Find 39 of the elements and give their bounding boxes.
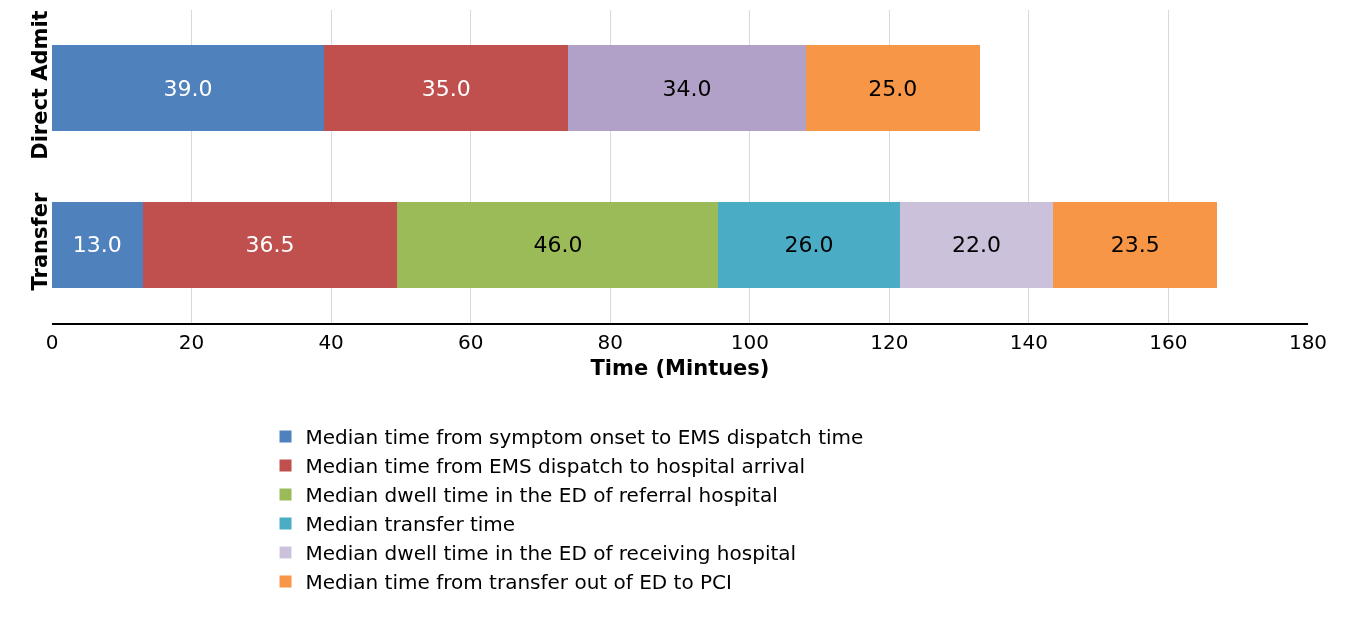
legend-label: Median time from EMS dispatch to hospital arrival <box>305 454 806 479</box>
x-tick-label: 0 <box>45 329 59 354</box>
data-label: 13.0 <box>72 232 122 258</box>
bar <box>568 45 806 132</box>
x-tick-label: 120 <box>870 329 909 354</box>
y-tick-label: Direct Admit <box>27 10 52 160</box>
bar <box>899 201 1054 288</box>
data-label: 22.0 <box>952 232 1002 258</box>
data-label: 26.0 <box>784 232 834 258</box>
x-tick-label: 20 <box>178 329 205 354</box>
bar <box>718 201 900 288</box>
bar <box>324 45 569 132</box>
x-axis-title: Time (Mintues) <box>590 356 770 381</box>
x-tick-label: 180 <box>1288 329 1328 354</box>
bar <box>52 201 143 288</box>
x-tick-label: 140 <box>1009 329 1048 354</box>
data-label: 39.0 <box>163 75 213 101</box>
x-tick-label: 100 <box>730 329 769 354</box>
data-label: 46.0 <box>533 232 583 258</box>
x-tick-label: 80 <box>597 329 623 354</box>
data-label: 34.0 <box>662 75 712 101</box>
bar <box>1053 201 1218 288</box>
bar <box>397 201 719 288</box>
y-tick-label: Transfer <box>27 192 52 291</box>
data-label: 25.0 <box>868 75 918 101</box>
legend-label: Median dwell time in the ED of referral hospital <box>305 483 778 508</box>
legend-label: Median time from transfer out of ED to PCI <box>305 570 732 595</box>
bar <box>52 45 325 132</box>
legend-label: Median time from symptom onset to EMS dispatch time <box>305 425 864 450</box>
bar <box>142 201 398 288</box>
data-label: 23.5 <box>1110 232 1160 258</box>
legend-label: Median dwell time in the ED of receiving hospital <box>305 541 797 566</box>
data-label: 35.0 <box>421 75 471 101</box>
x-tick-label: 160 <box>1149 329 1188 354</box>
bar <box>805 45 981 132</box>
legend-label: Median transfer time <box>305 512 516 537</box>
data-label: 36.5 <box>245 232 295 258</box>
x-tick-label: 60 <box>457 329 484 354</box>
x-tick-label: 40 <box>318 329 344 354</box>
